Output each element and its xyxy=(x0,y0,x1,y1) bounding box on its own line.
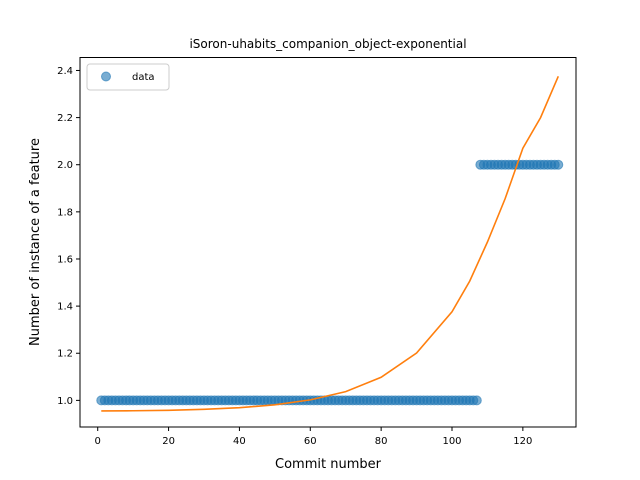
x-axis-label: Commit number xyxy=(275,457,382,472)
fit-line xyxy=(101,76,560,412)
chart-title: iSoron-uhabits_companion_object-exponent… xyxy=(189,37,466,51)
y-tick-label: 2.4 xyxy=(57,66,73,77)
y-tick-label: 1.4 xyxy=(57,302,73,313)
plot-frame xyxy=(79,57,577,428)
y-tick-label: 1.2 xyxy=(57,349,73,360)
x-tick-label: 60 xyxy=(304,436,317,447)
y-tick-label: 1.6 xyxy=(57,254,73,265)
y-tick-label: 1.0 xyxy=(57,396,73,407)
legend-box xyxy=(86,63,170,91)
x-tick-label: 20 xyxy=(162,436,175,447)
y-tick-label: 2.2 xyxy=(57,113,73,124)
y-tick-label: 2.0 xyxy=(57,160,73,171)
y-axis-label: Number of instance of a feature xyxy=(28,138,43,346)
x-tick-label: 80 xyxy=(375,436,388,447)
x-tick-label: 0 xyxy=(95,436,101,447)
legend: data xyxy=(86,63,170,91)
data-point xyxy=(471,395,482,406)
legend-label-data: data xyxy=(132,72,155,83)
x-tick-label: 100 xyxy=(442,436,461,447)
legend-marker-data xyxy=(101,71,111,82)
data-point xyxy=(553,159,564,170)
y-tick-label: 1.8 xyxy=(57,207,73,218)
x-tick-label: 40 xyxy=(233,436,246,447)
x-tick-label: 120 xyxy=(513,436,532,447)
